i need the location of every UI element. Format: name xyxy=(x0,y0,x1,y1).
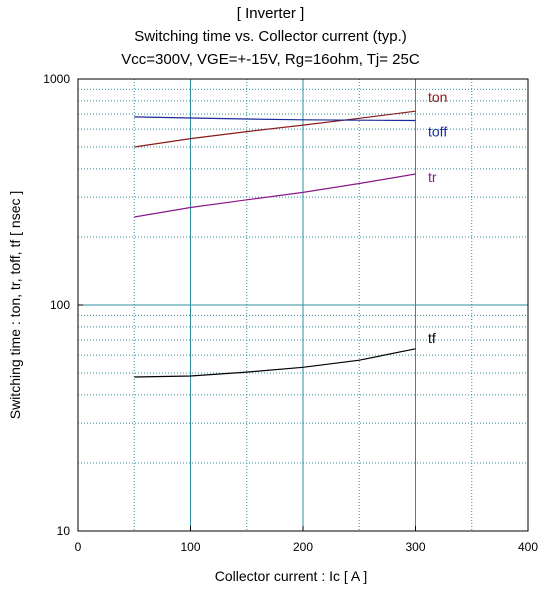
y-tick-label: 1000 xyxy=(43,72,70,86)
series-label-tr: tr xyxy=(428,169,437,185)
y-axis-label: Switching time : ton, tr, toff, tf [ nse… xyxy=(7,191,23,420)
series-label-tf: tf xyxy=(428,330,436,346)
x-tick-label: 100 xyxy=(180,540,200,554)
x-axis-label: Collector current : Ic [ A ] xyxy=(215,568,368,584)
y-tick-label: 100 xyxy=(50,298,70,312)
x-tick-label: 200 xyxy=(293,540,313,554)
series-line-tr xyxy=(134,173,416,218)
series-label-ton: ton xyxy=(428,89,447,105)
chart-title-line-2: Switching time vs. Collector current (ty… xyxy=(134,28,407,45)
chart-title-line-1: [ Inverter ] xyxy=(236,5,305,22)
chart-title-line-3: Vcc=300V, VGE=+-15V, Rg=16ohm, Tj= 25C xyxy=(121,51,420,68)
x-tick-label: 400 xyxy=(518,540,538,554)
series-line-toff xyxy=(134,116,416,122)
x-tick-label: 300 xyxy=(405,540,425,554)
y-tick-label: 10 xyxy=(57,524,71,538)
x-tick-label: 0 xyxy=(75,540,82,554)
series-label-toff: toff xyxy=(428,124,447,140)
series-line-tf xyxy=(134,348,416,378)
series-line-ton xyxy=(134,110,416,148)
